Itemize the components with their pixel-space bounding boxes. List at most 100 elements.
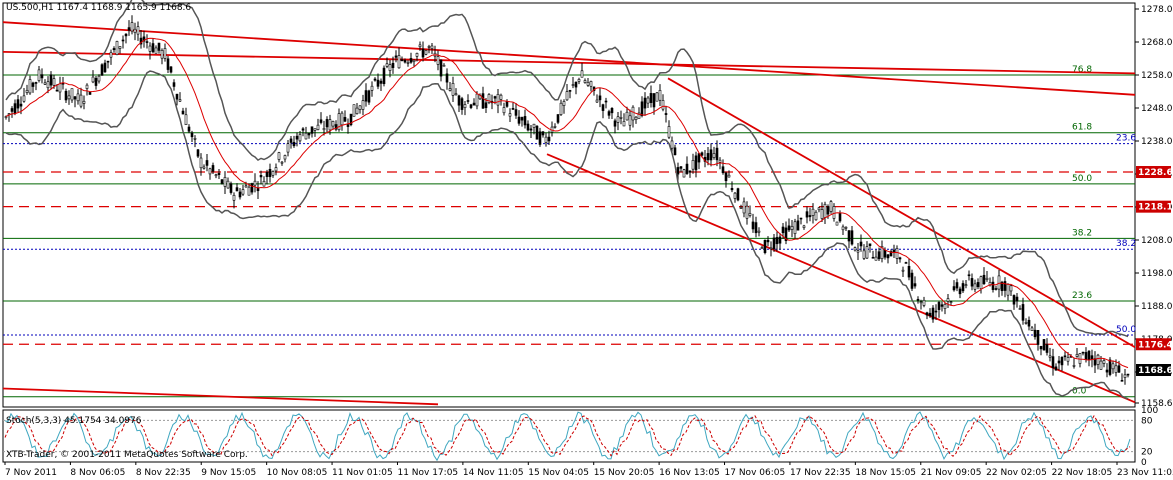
candle-body [364, 90, 368, 102]
candle-body [688, 170, 692, 173]
candle-body [802, 225, 806, 228]
candle-body [211, 165, 215, 172]
candle-body [271, 171, 275, 176]
candle-body [100, 64, 104, 76]
candle-body [73, 96, 77, 100]
time-tick-label: 8 Nov 06:05 [70, 468, 125, 478]
candle-body [325, 119, 329, 128]
candle-body [166, 58, 170, 70]
candle-body [871, 256, 875, 259]
price-tag [1136, 338, 1171, 351]
candle-body [79, 94, 83, 107]
candle-body [799, 217, 803, 220]
candle-body [319, 119, 323, 123]
candle-body [469, 104, 473, 108]
candle-body [127, 27, 131, 31]
candle-body [715, 147, 719, 161]
candle-body [601, 104, 605, 111]
candle-body [175, 93, 179, 100]
candle-body [382, 67, 386, 85]
candle-body [1048, 355, 1052, 358]
candle-body [844, 226, 848, 229]
candle-body [403, 60, 407, 63]
candle-body [67, 95, 71, 100]
candle-body [895, 248, 899, 259]
candle-body [508, 113, 512, 117]
candle-body [205, 160, 209, 166]
candle-body [661, 100, 665, 110]
candle-body [82, 100, 86, 104]
candle-body [838, 213, 842, 222]
candle-body [343, 117, 347, 122]
candle-body [466, 100, 470, 102]
candle-body [178, 99, 182, 102]
candle-body [451, 83, 455, 96]
candle-body [862, 250, 866, 259]
candle-body [736, 188, 740, 201]
candle-body [961, 283, 965, 292]
candle-body [418, 44, 422, 48]
candle-body [535, 125, 539, 140]
candle-body [193, 138, 197, 140]
candle-body [25, 90, 29, 93]
candle-body [292, 141, 296, 147]
candle-body [409, 58, 413, 63]
candle-body [598, 95, 602, 101]
candle-body [112, 48, 116, 51]
candle-body [511, 108, 515, 110]
candle-body [64, 90, 68, 101]
candle-body [427, 46, 431, 48]
candle-body [1012, 295, 1016, 305]
candle-body [625, 111, 629, 121]
price-tick-label: 1238.0 [1141, 137, 1173, 147]
candle-body [556, 114, 560, 123]
stoch-tick-label: 20 [1141, 448, 1153, 458]
price-tick-label: 1208.0 [1141, 236, 1173, 246]
candle-body [1114, 365, 1118, 373]
candle-body [937, 302, 941, 310]
candle-body [889, 251, 893, 257]
candle-body [631, 106, 635, 121]
candle-body [604, 100, 608, 103]
time-tick-label: 21 Nov 09:05 [921, 468, 982, 478]
candle-body [181, 110, 185, 115]
moving-average-line [5, 37, 1129, 369]
candle-body [442, 64, 446, 67]
candle-body [22, 95, 26, 102]
candle-body [1006, 283, 1010, 296]
candle-body [922, 299, 926, 306]
stochastic-signal-line [4, 415, 1131, 457]
candle-body [190, 132, 194, 138]
candle-body [151, 43, 155, 53]
candle-body [613, 120, 617, 127]
candle-body [778, 236, 782, 244]
candle-body [1090, 355, 1094, 360]
candle-body [283, 155, 287, 160]
fib-level-label: 76.8 [1072, 65, 1092, 75]
candle-body [1042, 339, 1046, 351]
candle-body [391, 62, 395, 68]
candle-body [733, 192, 737, 199]
candle-body [259, 175, 263, 178]
trend-line [667, 77, 1136, 349]
fib-dotted-label: 23.6 [1116, 134, 1136, 144]
candle-body [1018, 308, 1022, 310]
price-tick-label: 1278.0 [1141, 5, 1173, 15]
candle-body [1000, 281, 1004, 292]
candle-body [202, 166, 206, 169]
candle-body [676, 167, 680, 175]
candle-body [370, 85, 374, 91]
candle-body [361, 100, 365, 110]
main-plot-frame [2, 2, 1136, 408]
candle-body [304, 132, 308, 140]
candle-body [970, 278, 974, 287]
candle-body [994, 288, 998, 290]
candle-body [289, 138, 293, 143]
candle-body [487, 94, 491, 103]
candle-body [664, 113, 668, 115]
candle-body [454, 93, 458, 96]
candle-body [1045, 344, 1049, 353]
candle-body [721, 166, 725, 174]
